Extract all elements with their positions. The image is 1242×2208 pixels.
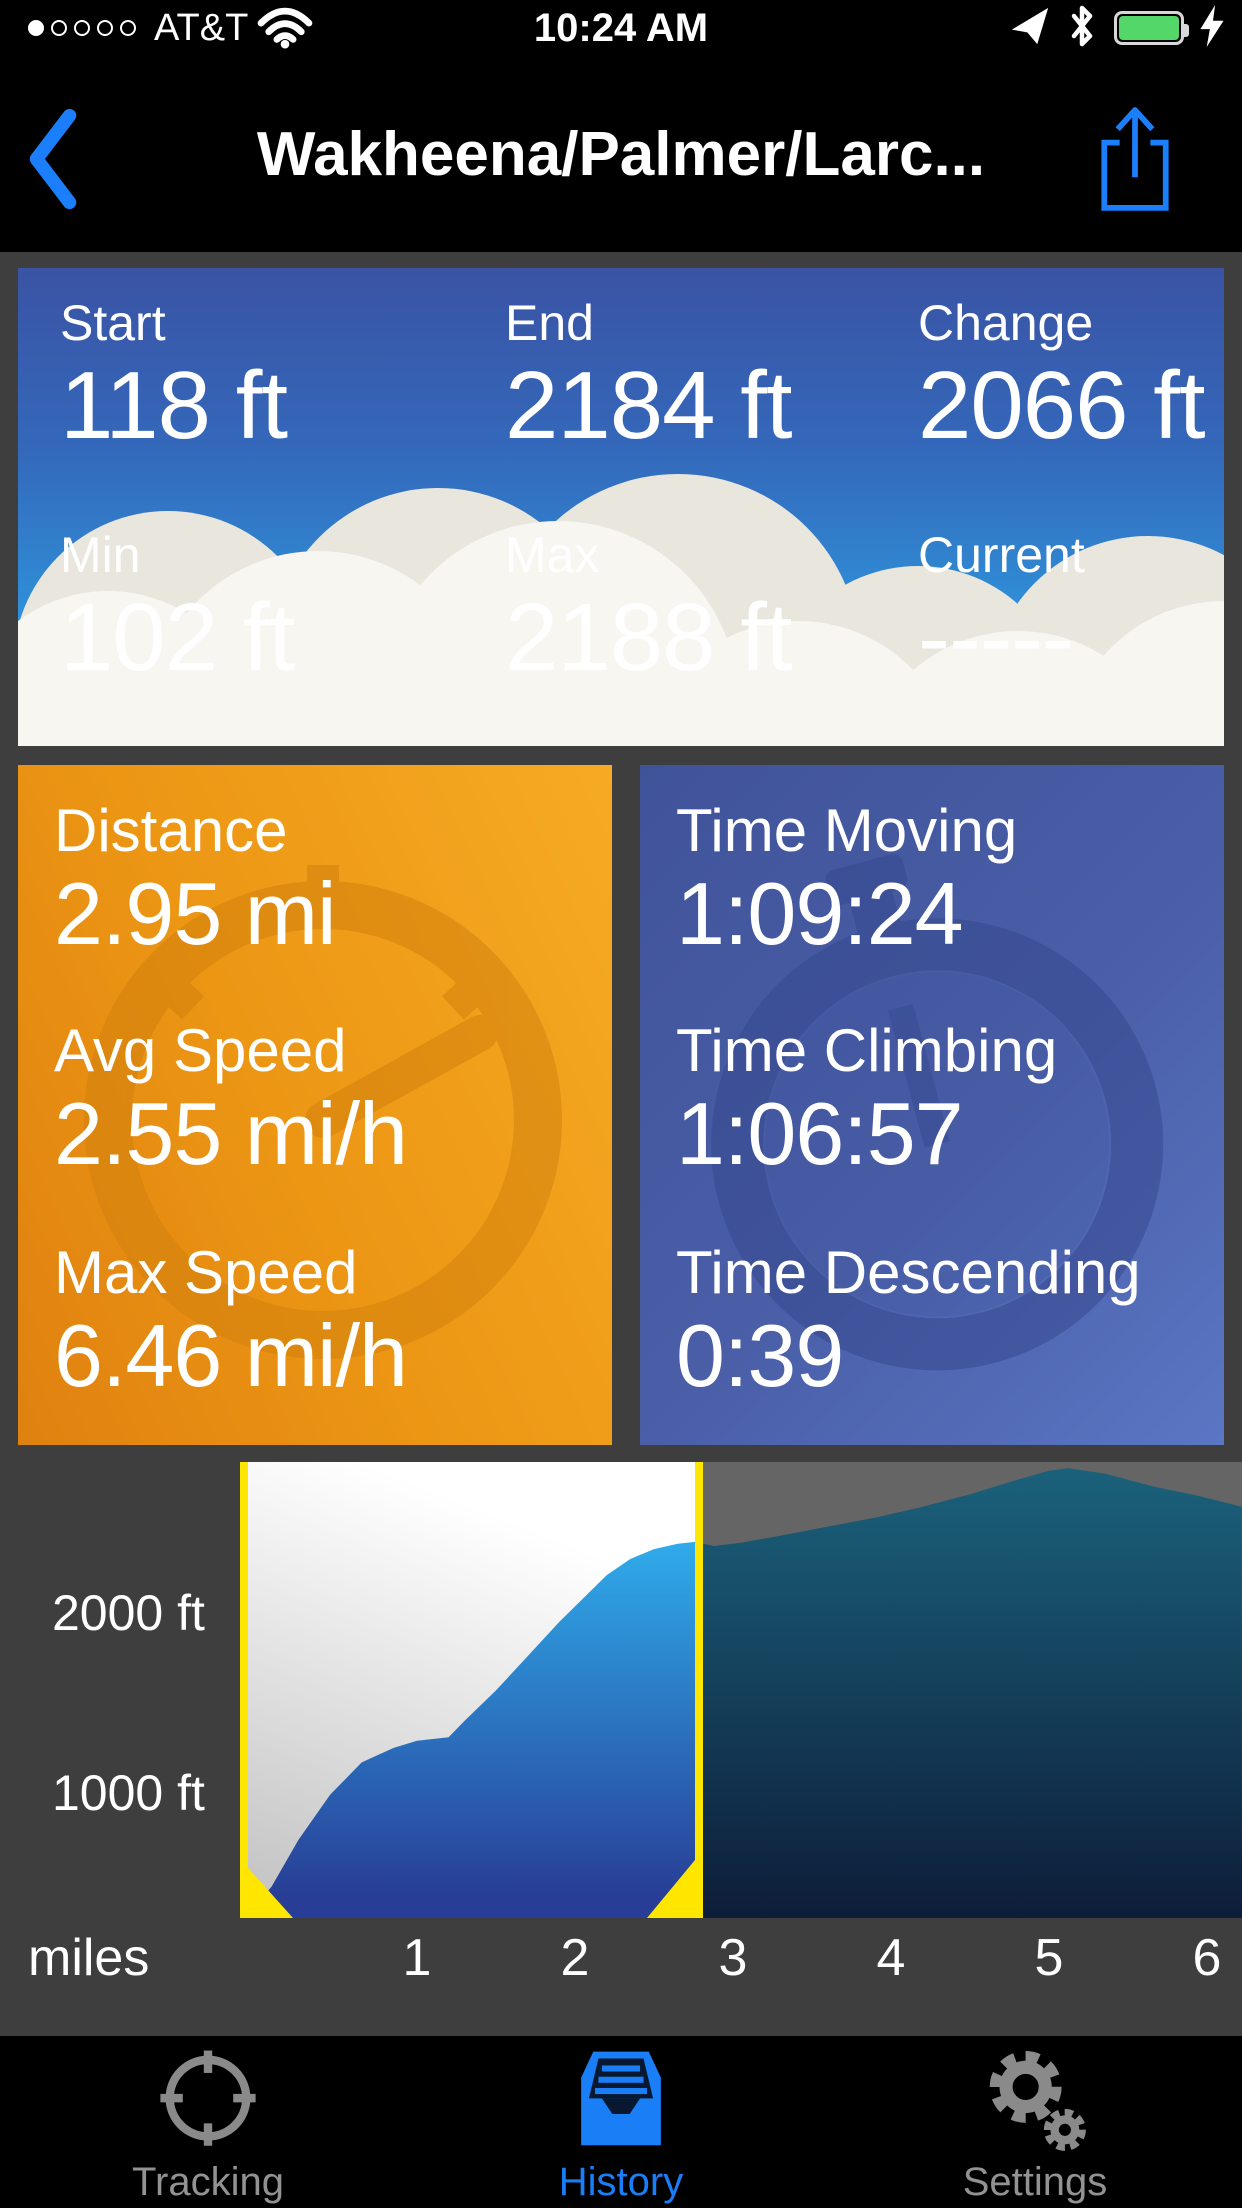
stat-change-label: Change	[918, 295, 1094, 351]
tab-settings-label: Settings	[962, 2160, 1108, 2204]
selection-corner-right	[647, 1860, 695, 1918]
selection-corner-left	[241, 1860, 293, 1918]
stat-current-label: Current	[918, 527, 1085, 583]
time-tile: Time Moving 1:09:24 Time Climbing 1:06:5…	[640, 765, 1224, 1445]
x-tick: 6	[1192, 1929, 1222, 1987]
location-arrow-icon	[1010, 6, 1050, 51]
max-speed-label: Max Speed	[54, 1239, 358, 1306]
distance-value: 2.95 mi	[54, 864, 337, 963]
avg-speed-value: 2.55 mi/h	[54, 1084, 408, 1183]
distance-label: Distance	[54, 797, 288, 864]
tab-tracking[interactable]: Tracking	[38, 2036, 378, 2208]
back-button[interactable]	[22, 104, 102, 214]
bluetooth-icon	[1066, 2, 1098, 55]
time-moving-label: Time Moving	[676, 797, 1018, 864]
selection-handle-right[interactable]	[695, 1462, 703, 1918]
history-archive-icon	[569, 2044, 673, 2156]
stat-end-label: End	[505, 295, 594, 351]
x-tick: 5	[1034, 1929, 1064, 1987]
max-speed-value: 6.46 mi/h	[54, 1306, 408, 1405]
share-button[interactable]	[1080, 98, 1190, 218]
x-tick: 4	[876, 1929, 906, 1987]
stat-max-label: Max	[505, 527, 600, 583]
x-axis-label: miles	[28, 1929, 150, 1987]
tracking-crosshair-icon	[152, 2044, 264, 2156]
stat-start-value: 118 ft	[60, 352, 288, 459]
header: AT&T 10:24 AM	[0, 0, 1242, 252]
time-climbing-label: Time Climbing	[676, 1017, 1058, 1084]
elevation-stats-panel: Start End Change 118 ft 2184 ft 2066 ft …	[18, 268, 1224, 746]
x-tick: 3	[718, 1929, 748, 1987]
elevation-chart[interactable]	[0, 1462, 1242, 1918]
clock-label: 10:24 AM	[533, 5, 709, 50]
time-moving-value: 1:09:24	[676, 864, 964, 963]
time-climbing-value: 1:06:57	[676, 1084, 964, 1183]
stat-min-value: 102 ft	[60, 584, 295, 691]
share-icon	[1101, 107, 1169, 211]
tab-history-label: History	[558, 2160, 684, 2204]
wifi-icon	[256, 3, 314, 54]
battery-level	[1119, 16, 1179, 40]
page-title: Wakheena/Palmer/Larc...	[256, 119, 986, 189]
elevation-area-unselected	[699, 1468, 1242, 1918]
tab-history[interactable]: History	[451, 2036, 791, 2208]
stat-end-value: 2184 ft	[505, 352, 793, 459]
nav-bar: Wakheena/Palmer/Larc...	[0, 56, 1242, 252]
elevation-area-selected	[240, 1541, 699, 1918]
battery-icon	[1114, 11, 1189, 45]
selection-handle-left[interactable]	[240, 1462, 248, 1918]
x-tick: 1	[402, 1929, 432, 1987]
status-left: AT&T	[28, 0, 314, 56]
stat-current-value: -----	[918, 584, 1074, 691]
x-tick: 2	[560, 1929, 590, 1987]
tab-settings[interactable]: Settings	[865, 2036, 1205, 2208]
settings-gears-icon	[977, 2044, 1093, 2156]
avg-speed-label: Avg Speed	[54, 1017, 347, 1084]
y-axis-tick-1000: 1000 ft	[52, 1765, 205, 1821]
carrier-label: AT&T	[154, 6, 249, 49]
stat-change-value: 2066 ft	[918, 352, 1206, 459]
clouds-illustration	[18, 474, 1224, 746]
back-chevron-icon	[29, 108, 77, 210]
charging-lightning-icon	[1200, 4, 1226, 52]
time-descending-value: 0:39	[676, 1306, 844, 1405]
stat-max-value: 2188 ft	[505, 584, 793, 691]
stat-start-label: Start	[60, 295, 166, 351]
tab-bar: Tracking History	[0, 2036, 1242, 2208]
tab-tracking-label: Tracking	[132, 2160, 284, 2204]
status-bar: AT&T 10:24 AM	[0, 0, 1242, 56]
distance-tile: Distance 2.95 mi Avg Speed 2.55 mi/h Max…	[18, 765, 612, 1445]
status-right	[1010, 0, 1226, 56]
stat-min-label: Min	[60, 527, 141, 583]
y-axis-tick-2000: 2000 ft	[52, 1585, 205, 1641]
time-descending-label: Time Descending	[676, 1239, 1141, 1306]
signal-strength-icon	[28, 20, 136, 36]
